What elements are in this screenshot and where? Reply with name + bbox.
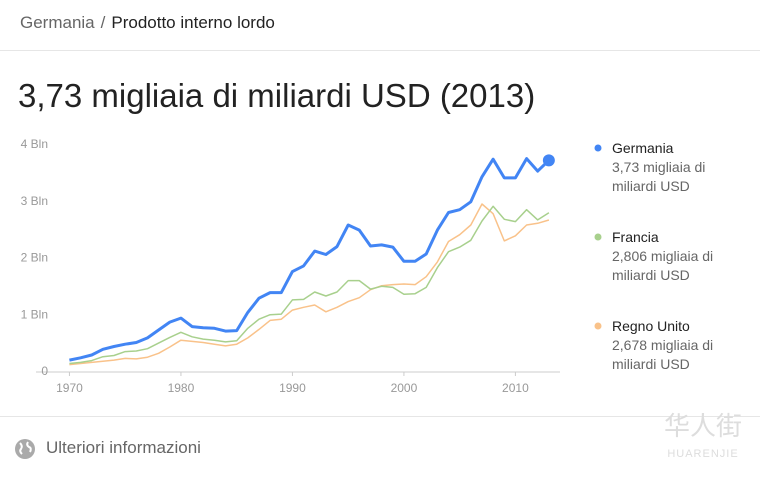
watermark-chinese: 华人街 [663,411,742,441]
legend-name: Germania [612,140,674,156]
line-series [69,157,550,362]
legend-marker [594,322,602,330]
legend-marker [594,233,602,241]
x-tick-label: 1970 [56,381,83,395]
chart-title: 3,73 migliaia di miliardi USD (2013) [18,77,536,114]
divider [0,416,760,417]
legend-name: Francia [612,229,659,245]
line-series [69,203,550,366]
breadcrumb-parent[interactable]: Germania [20,13,95,32]
line-series [69,205,550,365]
breadcrumb-current: Prodotto interno lordo [111,13,275,32]
legend-value: 2,806 migliaia di miliardi USD [612,248,714,283]
legend-entry[interactable]: Regno Unito 2,678 migliaia di miliardi US… [612,317,742,374]
y-tick-label: 1 Bln [21,307,48,321]
globe-icon [15,439,35,459]
breadcrumb: Germania / Prodotto interno lordo [20,13,275,33]
legend-name: Regno Unito [612,318,690,334]
x-tick-label: 2000 [391,381,418,395]
legend-entry[interactable]: Germania 3,73 migliaia di miliardi USD [612,139,742,196]
breadcrumb-separator: / [100,13,106,32]
y-tick-label: 0 [41,364,48,378]
legend-entry[interactable]: Francia 2,806 migliaia di miliardi USD [612,228,742,285]
watermark: 华人街 HUARENJIE [664,412,742,468]
legend-value: 2,678 migliaia di miliardi USD [612,337,714,372]
endpoint-marker [542,154,555,167]
x-tick-label: 1980 [168,381,195,395]
legend-value: 3,73 migliaia di miliardi USD [612,159,706,194]
divider [0,50,760,51]
watermark-latin: HUARENJIE [667,448,739,460]
x-tick-label: 2010 [502,381,529,395]
more-info-link[interactable]: Ulteriori informazioni [46,438,201,457]
x-tick-label: 1990 [279,381,306,395]
y-tick-label: 3 Bln [21,194,48,208]
y-tick-label: 4 Bln [21,137,48,151]
legend-marker [594,144,602,152]
y-tick-label: 2 Bln [21,251,48,265]
